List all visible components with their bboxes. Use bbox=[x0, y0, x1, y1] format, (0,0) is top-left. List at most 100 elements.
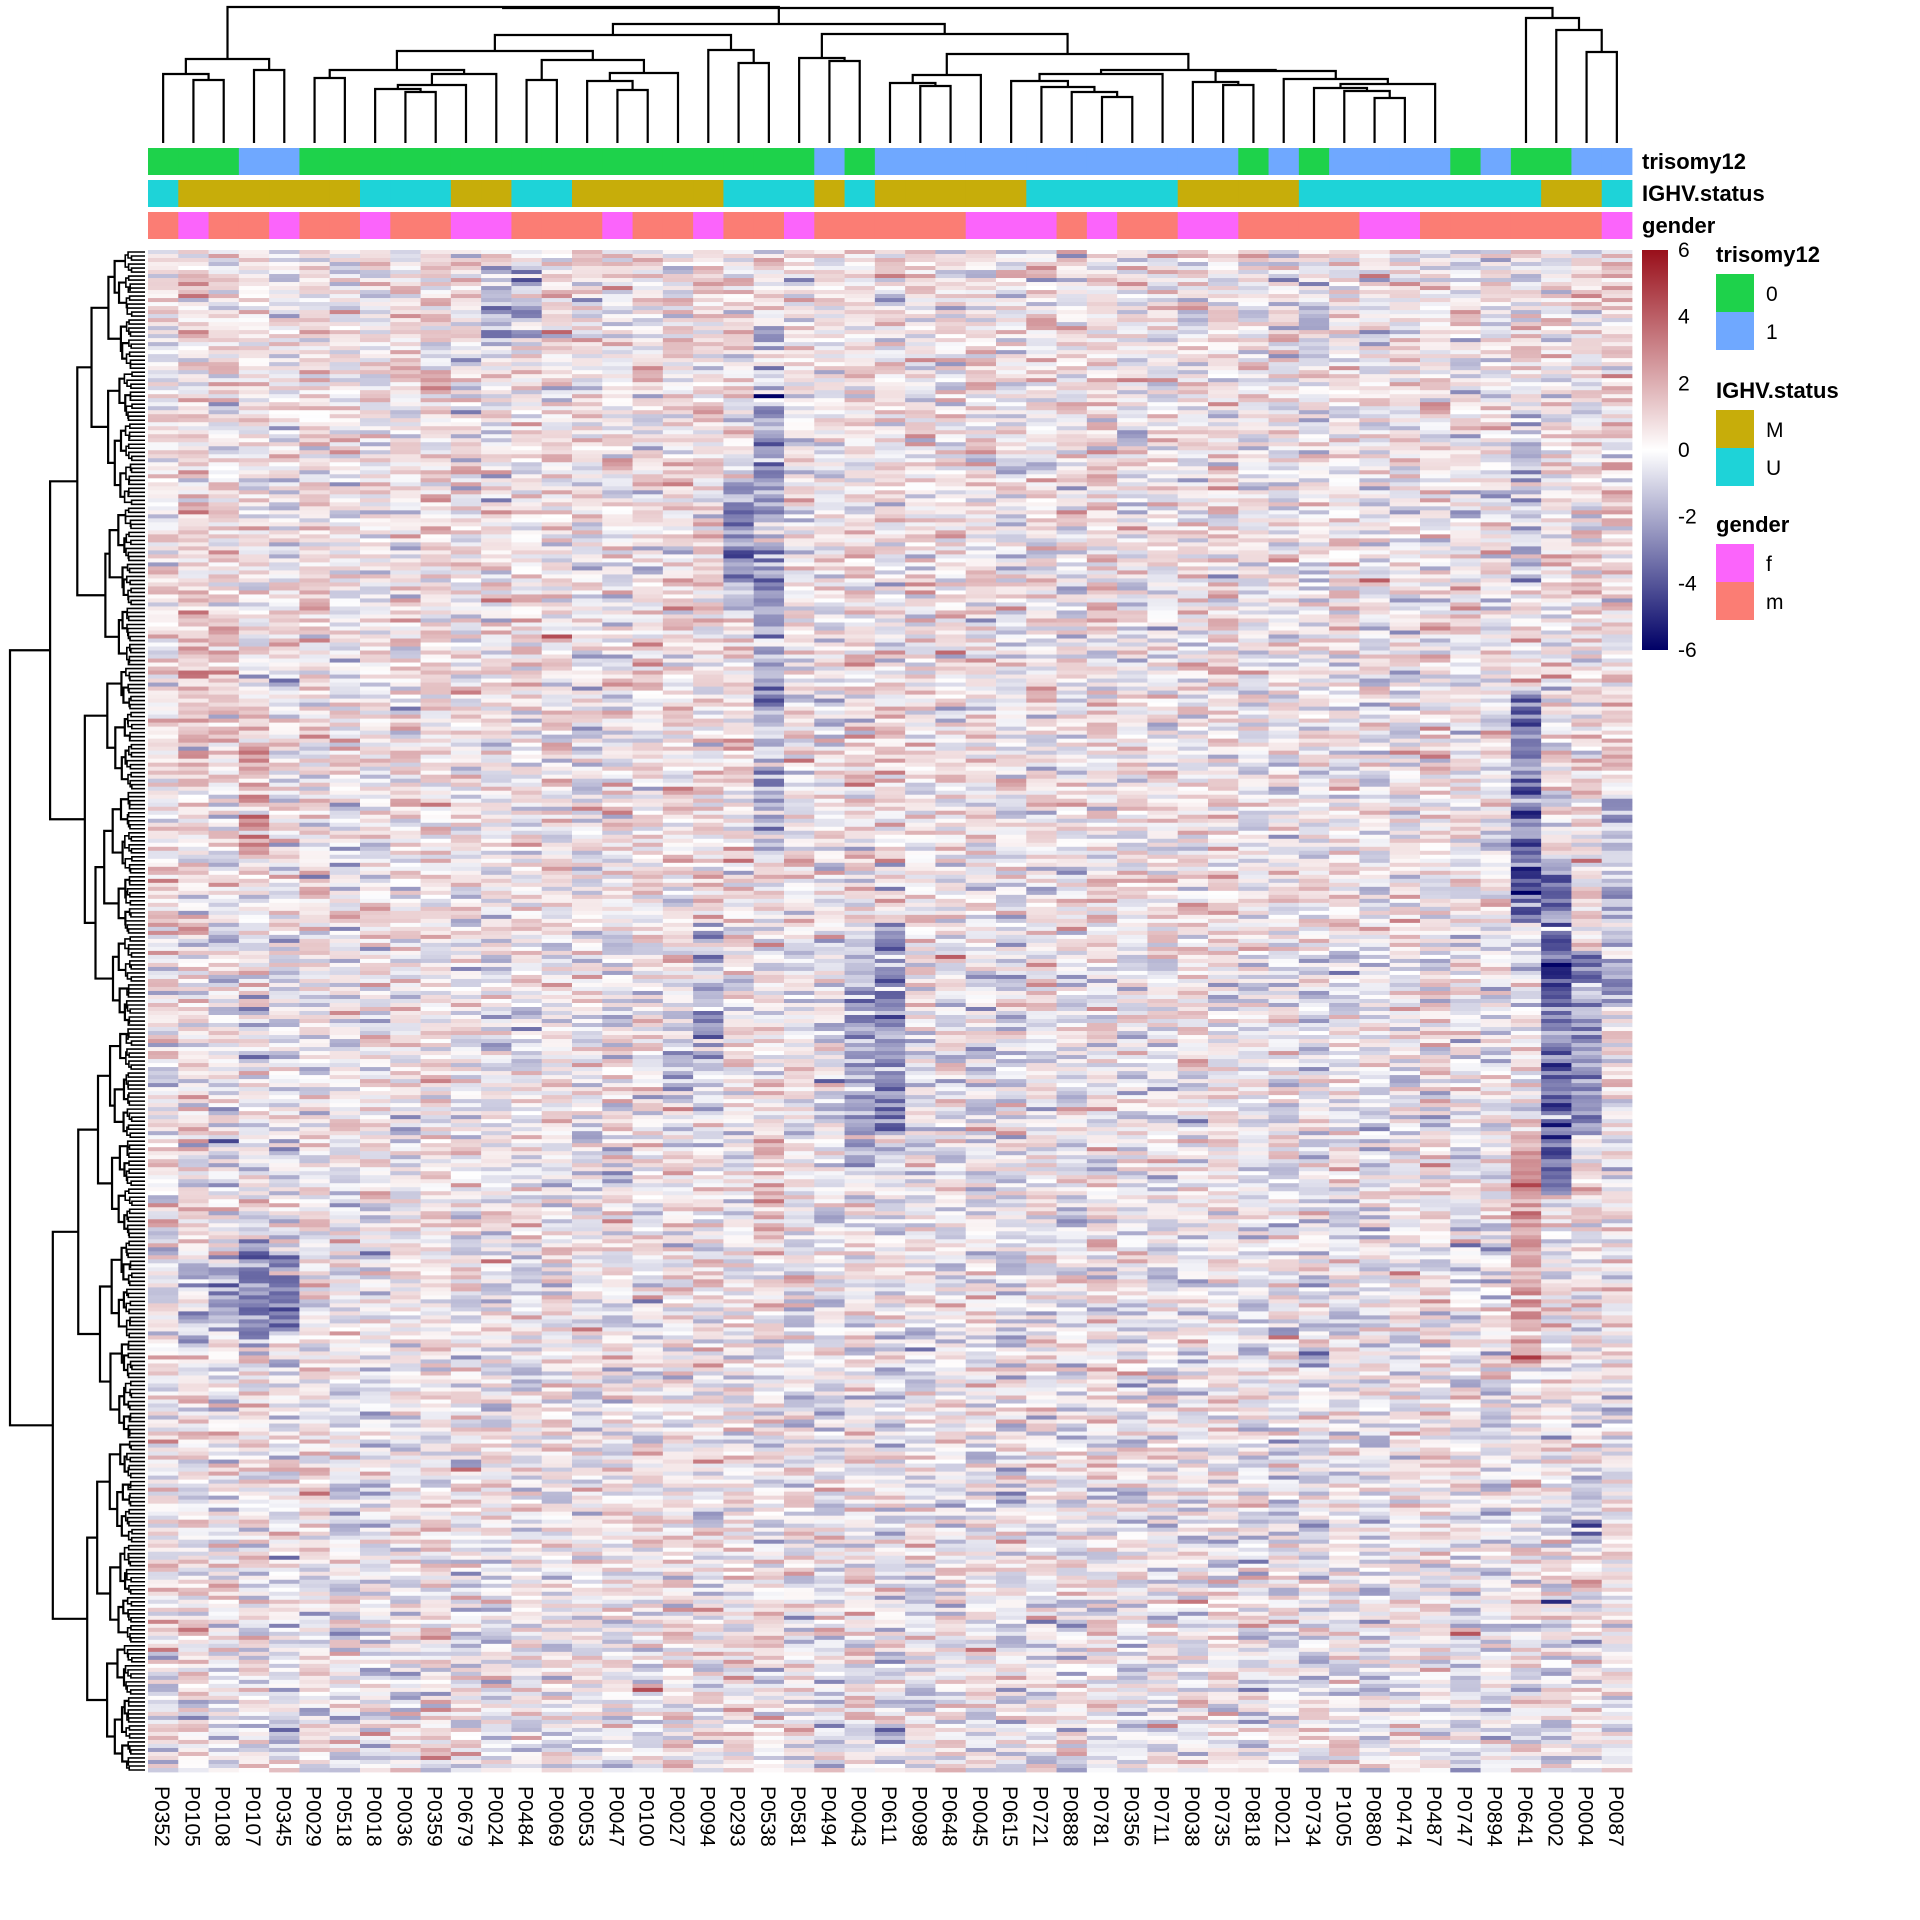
dendrogram-branch bbox=[130, 695, 145, 702]
heatmap-cell bbox=[420, 1011, 452, 1016]
heatmap-cell bbox=[178, 294, 209, 299]
dendrogram-branch bbox=[123, 373, 133, 384]
heatmap-cell bbox=[178, 474, 209, 479]
heatmap-cell bbox=[238, 1507, 270, 1513]
heatmap-cell bbox=[329, 1227, 361, 1232]
heatmap-cell bbox=[238, 654, 270, 659]
heatmap-cell bbox=[329, 542, 361, 547]
heatmap-cell bbox=[329, 1051, 361, 1056]
heatmap-cell bbox=[360, 598, 391, 603]
heatmap-cell bbox=[360, 1751, 391, 1757]
heatmap-cell bbox=[269, 626, 300, 631]
heatmap-cell bbox=[329, 254, 361, 259]
heatmap-cell bbox=[360, 1127, 391, 1132]
heatmap-cell bbox=[148, 458, 179, 463]
heatmap-cell bbox=[420, 1323, 452, 1328]
heatmap-cell bbox=[390, 542, 421, 547]
heatmap-cell bbox=[238, 326, 270, 331]
heatmap-cell bbox=[299, 1519, 331, 1525]
heatmap-cell bbox=[208, 1431, 240, 1436]
heatmap-cell bbox=[329, 1131, 361, 1136]
heatmap-cell bbox=[450, 414, 482, 419]
heatmap-cell bbox=[269, 1419, 300, 1424]
heatmap-cell bbox=[420, 678, 452, 683]
heatmap-cell bbox=[420, 410, 452, 415]
heatmap-cell bbox=[299, 1659, 331, 1665]
heatmap-cell bbox=[420, 902, 452, 908]
heatmap-cell bbox=[178, 1115, 209, 1120]
heatmap-cell bbox=[420, 1279, 452, 1284]
heatmap-cell bbox=[269, 362, 300, 367]
heatmap-cell bbox=[450, 1307, 482, 1312]
heatmap-cell bbox=[178, 1595, 209, 1601]
heatmap-cell bbox=[329, 1495, 361, 1501]
heatmap-cell bbox=[329, 1443, 361, 1448]
heatmap-cell bbox=[208, 462, 240, 467]
heatmap-cell bbox=[420, 378, 452, 383]
heatmap-cell bbox=[360, 498, 391, 503]
dendrogram-branch bbox=[127, 1188, 145, 1195]
heatmap-cell bbox=[208, 682, 240, 687]
heatmap-cell bbox=[208, 902, 240, 908]
heatmap-cell bbox=[238, 1347, 270, 1352]
heatmap-cell bbox=[450, 1027, 482, 1032]
heatmap-cell bbox=[450, 1519, 482, 1525]
heatmap-cell bbox=[450, 1079, 482, 1084]
heatmap-cell bbox=[420, 530, 452, 535]
heatmap-cell bbox=[299, 390, 331, 395]
heatmap-cell bbox=[238, 1747, 270, 1753]
heatmap-cell bbox=[360, 522, 391, 527]
dendrogram-branch bbox=[126, 1126, 131, 1136]
heatmap-cell bbox=[329, 1011, 361, 1016]
heatmap-cell bbox=[420, 1107, 452, 1112]
heatmap-cell bbox=[329, 806, 361, 812]
heatmap-cell bbox=[420, 290, 452, 295]
heatmap-cell bbox=[148, 1159, 179, 1164]
dendrogram-branch bbox=[130, 523, 145, 530]
dendrogram-branch bbox=[1040, 85, 1096, 143]
dendrogram-branch bbox=[127, 1020, 145, 1026]
heatmap-cell bbox=[148, 382, 179, 387]
heatmap-cell bbox=[329, 778, 361, 784]
heatmap-cell bbox=[148, 1295, 179, 1300]
annotation-cell-gender bbox=[784, 212, 815, 239]
heatmap-cell bbox=[390, 338, 421, 343]
heatmap-cell bbox=[208, 402, 240, 407]
heatmap-cell bbox=[148, 1427, 179, 1432]
heatmap-cell bbox=[208, 898, 240, 904]
heatmap-cell bbox=[178, 630, 209, 635]
heatmap-cell bbox=[329, 1215, 361, 1220]
heatmap-cell bbox=[450, 294, 482, 299]
heatmap-cell bbox=[178, 862, 209, 868]
heatmap-cell bbox=[360, 1019, 391, 1024]
heatmap-cell bbox=[238, 486, 270, 491]
heatmap-cell bbox=[208, 322, 240, 327]
heatmap-cell bbox=[420, 798, 452, 804]
heatmap-cell bbox=[299, 722, 331, 728]
heatmap-cell bbox=[269, 922, 300, 928]
heatmap-cell bbox=[148, 1767, 179, 1773]
heatmap-cell bbox=[360, 1623, 391, 1629]
heatmap-cell bbox=[329, 282, 361, 287]
dendrogram-branch bbox=[127, 1344, 145, 1351]
annotation-cell-IGHV-status bbox=[814, 180, 845, 207]
heatmap-cell bbox=[299, 1715, 331, 1721]
heatmap-cell bbox=[178, 278, 209, 283]
heatmap-cell bbox=[269, 1487, 300, 1493]
heatmap-cell bbox=[420, 1111, 452, 1116]
heatmap-cell bbox=[390, 1767, 421, 1773]
heatmap-cell bbox=[481, 690, 512, 695]
heatmap-cell bbox=[390, 1459, 421, 1464]
heatmap-cell bbox=[299, 674, 331, 679]
heatmap-cell bbox=[420, 914, 452, 920]
heatmap-cell bbox=[178, 1659, 209, 1665]
heatmap-cell bbox=[208, 1627, 240, 1633]
heatmap-cell bbox=[238, 922, 270, 928]
dendrogram-branch bbox=[130, 1064, 145, 1070]
heatmap-cell bbox=[238, 1063, 270, 1068]
heatmap-cell bbox=[420, 1175, 452, 1180]
annotation-cell-gender bbox=[1056, 212, 1088, 239]
heatmap-cell bbox=[390, 470, 421, 475]
annotation-cell-IGHV-status bbox=[905, 180, 936, 207]
